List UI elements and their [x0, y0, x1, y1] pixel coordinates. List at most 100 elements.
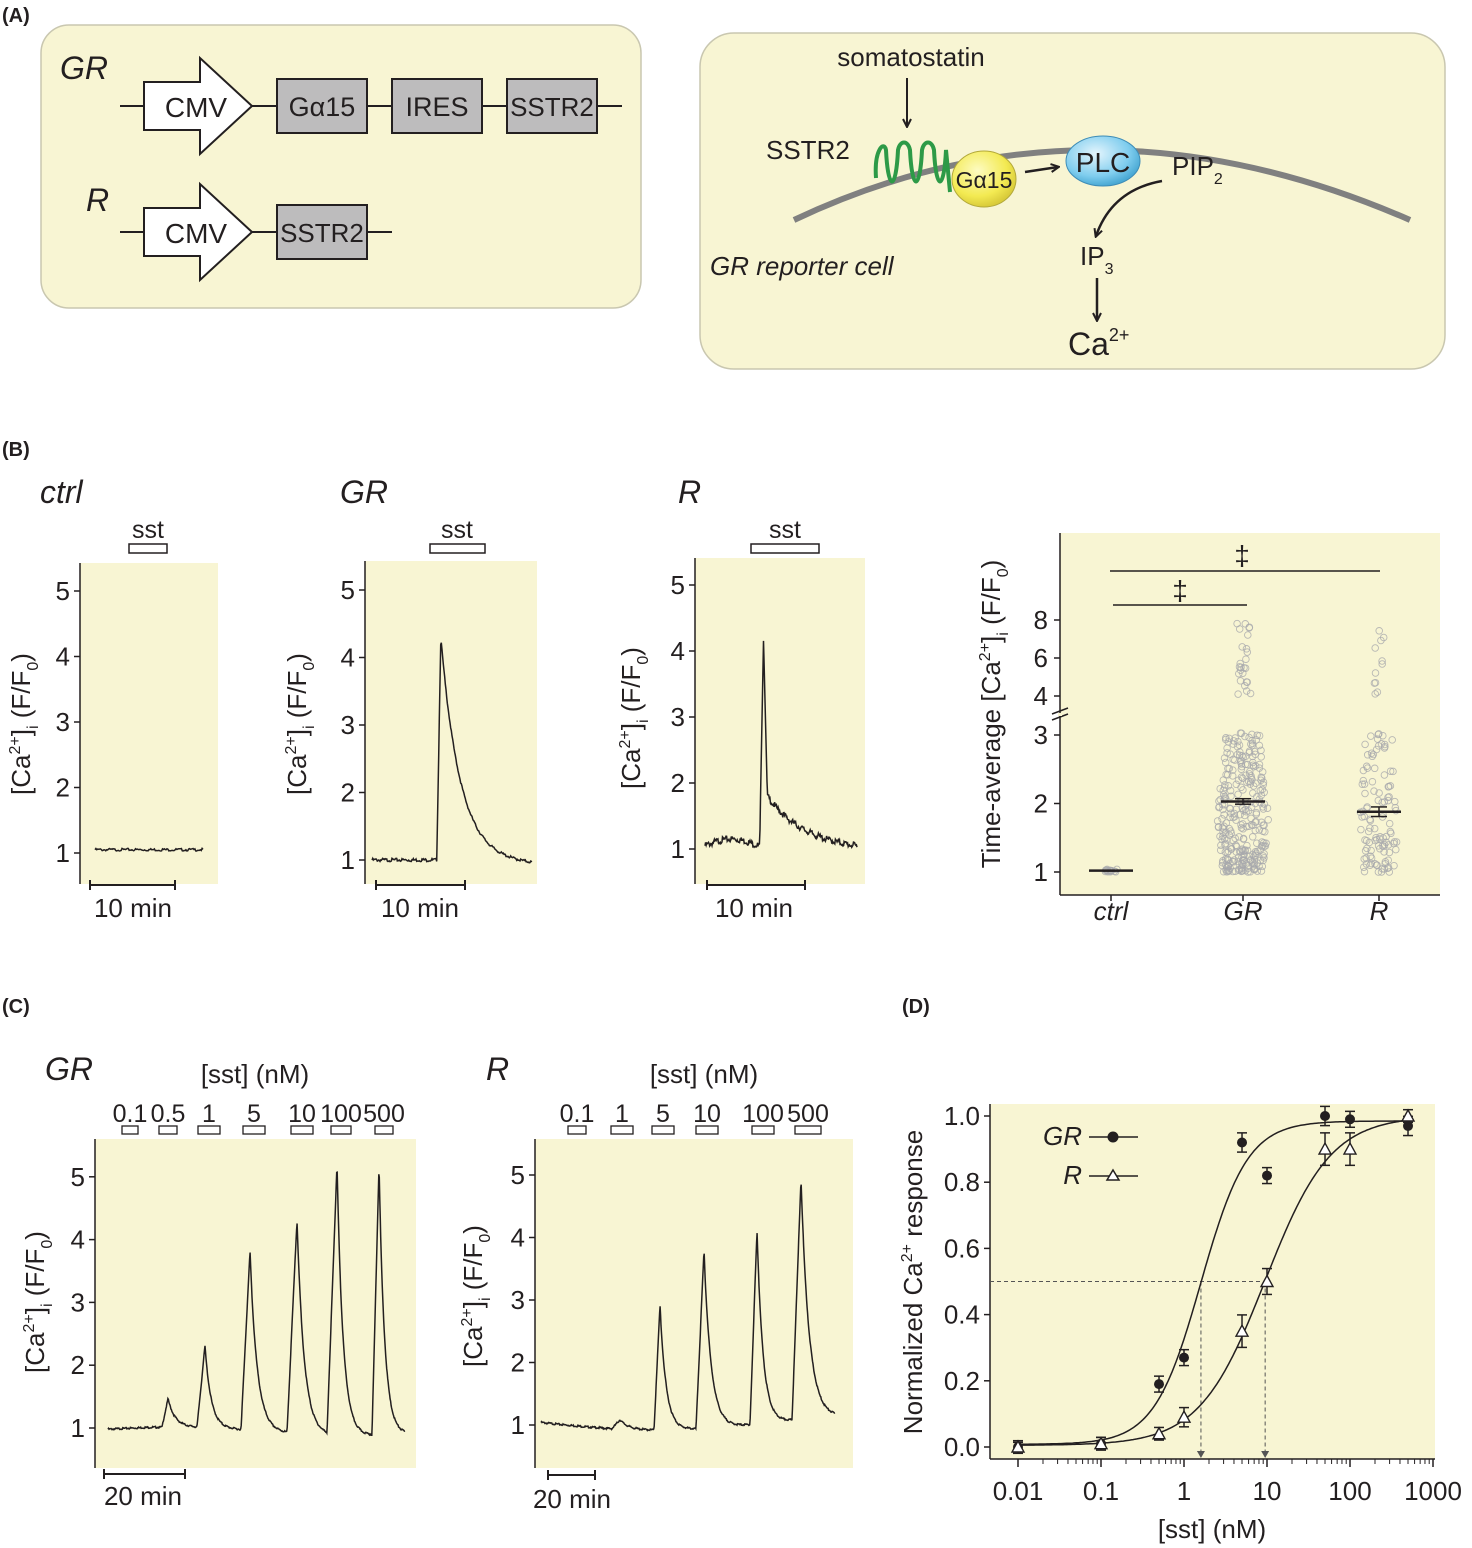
dose-gr-ytick-1: 1 [71, 1413, 85, 1443]
pathway-panel: somatostatin SSTR2 Gα15 PLC PIP2 IP3 Ca2… [699, 32, 1446, 370]
data-point-r [1010, 1439, 1026, 1453]
dose-response-ytick-0.6: 0.6 [944, 1233, 980, 1263]
scatter-point-gr [1229, 766, 1237, 774]
scatter-point-gr [1231, 834, 1239, 843]
scatter-point-r [1381, 860, 1389, 868]
dose-gr-ytick-4: 4 [71, 1225, 85, 1255]
scatter-point-gr [1257, 867, 1266, 875]
trace-ctrl-ytick-5: 5 [56, 576, 70, 606]
dose-gr-ytick-3: 3 [71, 1287, 85, 1317]
scatter-point-gr [1239, 807, 1248, 815]
dose-response-ytick-0.8: 0.8 [944, 1167, 980, 1197]
fit-curve-gr [1018, 1120, 1409, 1445]
scatter-point-r [1384, 841, 1393, 849]
scatter-point-r [1375, 627, 1383, 635]
scatter-point-gr [1227, 829, 1235, 837]
scatter-point-r [1371, 690, 1379, 698]
scatter-point-gr [1234, 776, 1243, 784]
scatter-point-gr [1225, 734, 1233, 743]
scatter-point-gr [1243, 648, 1252, 656]
scatter-point-gr [1261, 842, 1270, 850]
scatter-point-r [1381, 742, 1389, 751]
scatter-point-gr [1216, 795, 1225, 804]
sstr2-box-label-r: SSTR2 [280, 218, 364, 248]
dose-gr-dose-label-5: 5 [247, 1100, 261, 1128]
calcium-label: Ca2+ [1068, 325, 1129, 362]
galpha15-protein [951, 150, 1017, 208]
scatter-point-gr [1226, 864, 1234, 873]
trace-ctrl-ytick-3: 3 [56, 707, 70, 737]
scatter-point-gr [1218, 815, 1226, 823]
dose-gr-dose-label-0.1: 0.1 [113, 1100, 148, 1128]
plc-enzyme [1065, 135, 1141, 187]
dose-r-dose-label-1: 1 [615, 1100, 629, 1128]
trace-gr-ytick-4: 4 [341, 643, 355, 673]
scatter-point-gr [1245, 624, 1253, 632]
scatter-point-gr [1242, 822, 1251, 831]
scatter-point-r [1370, 824, 1379, 833]
trace-ctrl-stim-label: sst [132, 516, 164, 544]
scatter-point-r [1360, 780, 1369, 788]
scatter-point-gr [1255, 741, 1264, 750]
trace-ctrl-ytick-2: 2 [56, 773, 70, 803]
data-point-gr [1237, 1137, 1248, 1148]
trace-r-ylabel: [Ca2+]i (F/F0) [616, 647, 652, 789]
data-point-r [1093, 1436, 1109, 1450]
trace-ctrl-plot-bg [80, 563, 218, 884]
scatter-point-gr [1245, 852, 1253, 860]
scatter-point-gr [1221, 840, 1229, 849]
dose-gr-dose-bar-10 [290, 1125, 314, 1135]
dose-r-dose-label-0.1: 0.1 [560, 1100, 595, 1128]
trace-ctrl-line [94, 847, 204, 852]
scatter-point-gr [1217, 841, 1225, 850]
scatter-point-gr [1238, 846, 1246, 854]
scatter-point-gr [1221, 781, 1229, 789]
trace-gr-ytick-1: 1 [341, 845, 355, 875]
scatter-point-gr [1221, 839, 1230, 848]
scatter-point-gr [1223, 744, 1231, 752]
dose-r-dose-label-100: 100 [742, 1100, 784, 1128]
sig-symbol-ctrl-gr: ‡ [1172, 575, 1188, 606]
dose-response-ytick-0.2: 0.2 [944, 1366, 980, 1396]
dose-r-dose-label-10: 10 [693, 1100, 721, 1128]
data-point-r [1400, 1108, 1416, 1122]
data-point-gr [1403, 1120, 1414, 1131]
scatter-point-gr [1230, 737, 1238, 745]
data-point-r [1342, 1141, 1358, 1155]
trace-ctrl-stim-bar [128, 543, 168, 554]
scatter-point-gr [1260, 821, 1268, 829]
scatter-point-r [1371, 678, 1380, 687]
scatter-point-gr [1241, 805, 1250, 814]
scatter-point-r [1389, 767, 1397, 776]
scatter-point-gr [1229, 836, 1237, 845]
scatter-point-gr [1223, 848, 1232, 857]
dose-gr-trace [107, 1171, 406, 1437]
dose-response-ytick-0.4: 0.4 [944, 1300, 980, 1330]
dose-response-ytick-0.0: 0.0 [944, 1432, 980, 1462]
dose-response-xlabel: [sst] (nM) [1158, 1514, 1266, 1544]
scatter-point-gr [1239, 834, 1248, 843]
scatter-point-gr [1251, 750, 1260, 759]
scatter-point-gr [1246, 868, 1254, 876]
scatter-point-r [1371, 669, 1380, 677]
scatter-point-gr [1228, 772, 1237, 780]
scatter-ytick-4: 4 [1034, 681, 1048, 711]
dose-r-dose-bar-0.1 [567, 1125, 587, 1135]
trace-gr-stim-label: sst [441, 516, 473, 544]
dose-r-dose-label-5: 5 [656, 1100, 670, 1128]
scatter-point-gr [1257, 773, 1265, 781]
scatter-point-r [1371, 860, 1379, 868]
scatter-point-gr [1229, 755, 1237, 764]
scatter-point-gr [1237, 824, 1246, 832]
scatter-point-gr [1223, 771, 1232, 779]
scatter-point-gr [1219, 805, 1227, 814]
scatter-point-r [1366, 852, 1375, 861]
cmv-promoter-arrow [143, 55, 254, 157]
scatter-point-gr [1249, 789, 1257, 797]
scatter-point-r [1367, 732, 1375, 740]
scatter-point-gr [1238, 643, 1246, 651]
scatter-point-gr [1255, 760, 1264, 769]
construct-gr-label: GR [60, 50, 108, 86]
